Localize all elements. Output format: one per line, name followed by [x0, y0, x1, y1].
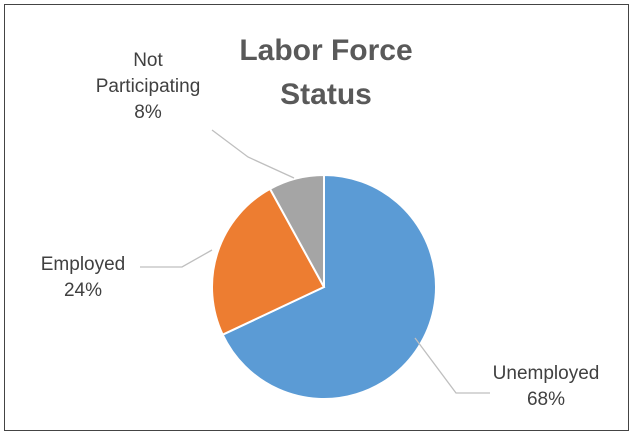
- leader-line-not-participating: [211, 129, 295, 179]
- chart-title-line-2: Status: [280, 78, 372, 111]
- leader-line-employed: [140, 249, 213, 268]
- data-label-name-not-participating: Participating: [96, 76, 201, 97]
- leader-lines: [140, 129, 490, 394]
- data-label-name-employed: Employed: [41, 254, 126, 275]
- data-label-name-unemployed: Unemployed: [493, 363, 600, 384]
- data-label-name-not-participating: Not: [133, 50, 163, 71]
- data-label-value-not-participating: 8%: [134, 102, 162, 123]
- pie-slice-not-participating: [268, 173, 325, 288]
- data-label-value-unemployed: 68%: [527, 389, 565, 410]
- pie-slices: [211, 173, 437, 400]
- chart-title: Labor Force Status: [239, 34, 412, 111]
- leader-line-unemployed: [414, 337, 490, 394]
- data-label-value-employed: 24%: [64, 280, 102, 301]
- pie-slice-unemployed: [221, 173, 437, 400]
- pie-slice-employed: [211, 187, 326, 337]
- chart-title-line-1: Labor Force: [239, 34, 412, 67]
- slice-labels: Unemployed 68% Employed 24% Not Participating…: [41, 50, 600, 410]
